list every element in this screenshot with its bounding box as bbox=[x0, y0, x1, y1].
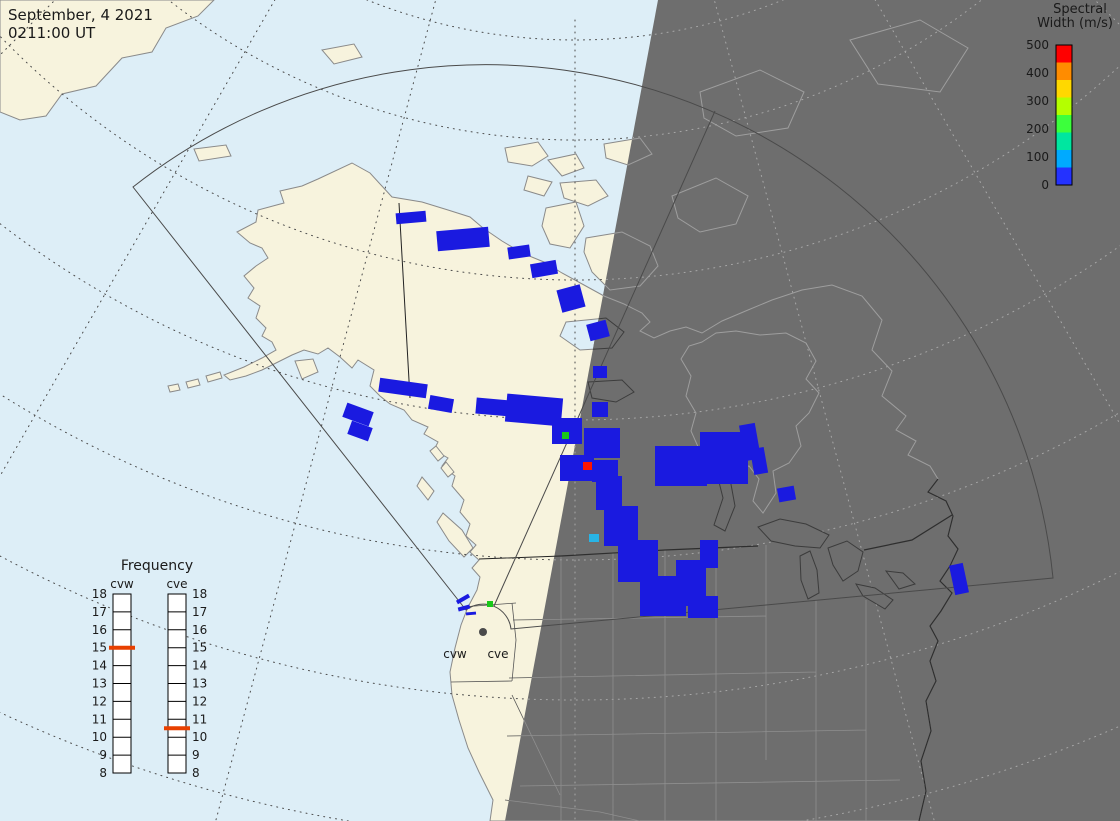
legend-color-segment bbox=[1056, 167, 1072, 186]
legend-tick-label: 400 bbox=[1026, 66, 1049, 80]
legend-tick-label: 0 bbox=[1041, 178, 1049, 192]
radar-site-label-cvw: cvw bbox=[443, 647, 467, 661]
radar-echo bbox=[584, 428, 620, 458]
frequency-tick-label: 10 bbox=[192, 730, 207, 744]
radar-echo bbox=[700, 540, 718, 568]
frequency-tick-label: 17 bbox=[192, 605, 207, 619]
frequency-tick-label: 16 bbox=[192, 623, 207, 637]
radar-echo bbox=[475, 397, 511, 417]
radar-echo bbox=[504, 393, 564, 427]
legend-color-segment bbox=[1056, 150, 1072, 168]
legend-color-segment bbox=[1056, 115, 1072, 133]
frequency-tick-label: 9 bbox=[99, 748, 107, 762]
radar-site: cvw cve bbox=[443, 628, 509, 661]
graticule-meridian bbox=[0, 0, 56, 56]
legend-color-segment bbox=[1056, 62, 1072, 81]
timestamp: September, 4 2021 0211:00 UT bbox=[8, 6, 153, 42]
radar-echo bbox=[949, 562, 969, 596]
legend-color-segment bbox=[1056, 132, 1072, 151]
legend-tick-label: 100 bbox=[1026, 150, 1049, 164]
radar-echo bbox=[618, 540, 658, 582]
legend-color-segment bbox=[1056, 45, 1072, 63]
radar-echo bbox=[347, 420, 373, 442]
graticule-meridian bbox=[714, 1, 1042, 821]
radar-echo bbox=[655, 446, 707, 486]
radar-echo bbox=[596, 476, 622, 510]
frequency-tick-label: 13 bbox=[92, 677, 107, 691]
frequency-tick-label: 18 bbox=[92, 587, 107, 601]
radar-echo bbox=[700, 432, 748, 484]
frequency-tick-label: 15 bbox=[92, 641, 107, 655]
frequency-tick-label: 10 bbox=[92, 730, 107, 744]
legend-title-line2: Width (m/s) bbox=[1037, 16, 1113, 31]
graticule-meridian bbox=[215, 1, 436, 821]
frequency-tick-label: 18 bbox=[192, 587, 207, 601]
frequency-tick-label: 13 bbox=[192, 677, 207, 691]
frequency-tick-label: 9 bbox=[192, 748, 200, 762]
radar-echo bbox=[427, 395, 455, 413]
radar-echo bbox=[455, 593, 471, 605]
radar-echo bbox=[562, 432, 569, 439]
legend-colorbar: 500 400 300 200 100 0 bbox=[1026, 38, 1073, 192]
frequency-tick-label: 12 bbox=[192, 694, 207, 708]
frequency-panel-title: Frequency bbox=[121, 558, 193, 574]
radar-fov-outline bbox=[132, 64, 1054, 630]
radar-echo bbox=[688, 596, 718, 618]
radar-echo bbox=[487, 601, 493, 607]
frequency-tick-label: 11 bbox=[92, 712, 107, 726]
graticule-meridian bbox=[956, 0, 1120, 754]
radar-echo bbox=[589, 534, 599, 542]
radar-echo bbox=[776, 485, 797, 503]
legend-colorbar-frame bbox=[1055, 44, 1073, 186]
legend-color-segment bbox=[1056, 97, 1072, 116]
radar-echo bbox=[592, 402, 608, 417]
frequency-scales: cvw18171615141312111098cve18171615141312… bbox=[92, 577, 208, 780]
radar-echo bbox=[556, 284, 586, 313]
legend-color-segment bbox=[1056, 80, 1072, 98]
radar-echo bbox=[604, 506, 638, 546]
radar-echo bbox=[465, 611, 477, 616]
radar-echo bbox=[507, 244, 531, 260]
frequency-tick-label: 14 bbox=[192, 659, 207, 673]
frequency-tick-label: 11 bbox=[192, 712, 207, 726]
radar-echo bbox=[586, 319, 610, 342]
radar-echo bbox=[583, 462, 592, 470]
graticule-meridian bbox=[0, 0, 276, 477]
radar-echo bbox=[395, 210, 427, 225]
frequency-tick-label: 8 bbox=[192, 766, 200, 780]
legend-tick-label: 300 bbox=[1026, 94, 1049, 108]
radar-echo bbox=[436, 226, 490, 252]
frequency-tick-label: 12 bbox=[92, 694, 107, 708]
legend-title-line1: Spectral bbox=[1053, 2, 1107, 17]
date-text: September, 4 2021 bbox=[8, 6, 153, 24]
frequency-scale-label-cve: cve bbox=[166, 577, 187, 591]
frequency-panel: Frequency cvw18171615141312111098cve1817… bbox=[92, 558, 208, 780]
radar-echoes bbox=[342, 210, 969, 618]
radar-echo bbox=[552, 418, 582, 444]
legend-tick-label: 500 bbox=[1026, 38, 1049, 52]
frequency-tick-label: 15 bbox=[192, 641, 207, 655]
radar-echo bbox=[529, 259, 559, 279]
legend-tick-label: 200 bbox=[1026, 122, 1049, 136]
radar-echo bbox=[749, 446, 769, 476]
radar-echo bbox=[593, 366, 607, 378]
radar-echo bbox=[457, 604, 471, 612]
frequency-tick-label: 8 bbox=[99, 766, 107, 780]
time-text: 0211:00 UT bbox=[8, 24, 96, 42]
radar-echo bbox=[378, 377, 428, 399]
graticule-meridian bbox=[844, 0, 1120, 821]
frequency-tick-label: 16 bbox=[92, 623, 107, 637]
frequency-tick-label: 17 bbox=[92, 605, 107, 619]
frequency-scale-label-cvw: cvw bbox=[110, 577, 134, 591]
radar-echo bbox=[342, 402, 374, 427]
radar-site-dot bbox=[479, 628, 487, 636]
spectral-width-legend: Spectral Width (m/s) 500 400 300 200 100 0 bbox=[1026, 2, 1113, 192]
radar-site-label-cve: cve bbox=[487, 647, 508, 661]
frequency-tick-label: 14 bbox=[92, 659, 107, 673]
